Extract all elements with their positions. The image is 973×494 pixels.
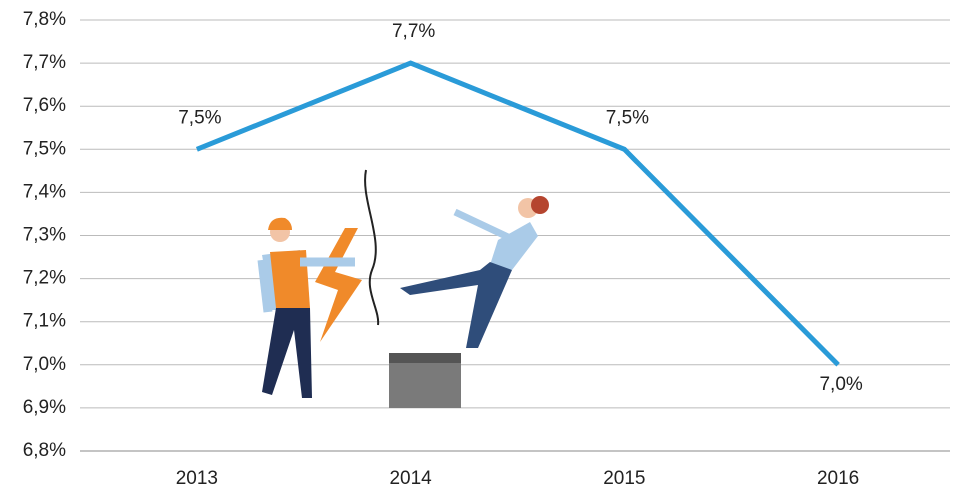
y-tick-label: 7,3% bbox=[23, 225, 66, 246]
worker-arm bbox=[262, 260, 268, 312]
x-tick-label: 2015 bbox=[603, 468, 645, 489]
x-tick-label: 2014 bbox=[389, 468, 432, 489]
value-label: 7,7% bbox=[392, 21, 435, 42]
y-tick-label: 7,4% bbox=[23, 181, 66, 202]
cable bbox=[365, 170, 378, 325]
lightning bbox=[315, 228, 362, 342]
y-tick-label: 7,8% bbox=[23, 9, 66, 30]
y-tick-label: 7,6% bbox=[23, 95, 66, 116]
y-tick-label: 7,5% bbox=[23, 138, 66, 159]
y-tick-label: 7,0% bbox=[23, 354, 66, 375]
helmet bbox=[268, 218, 292, 230]
y-tick-label: 7,1% bbox=[23, 311, 66, 332]
y-tick-label: 6,9% bbox=[23, 397, 66, 418]
x-tick-label: 2013 bbox=[176, 468, 218, 489]
y-tick-label: 6,8% bbox=[23, 440, 66, 461]
box-top bbox=[389, 353, 461, 363]
value-label: 7,5% bbox=[606, 107, 649, 128]
grid: 6,8% 6,9% 7,0% 7,1% 7,2% 7,3% 7,4% 7,5% 7,6% 7,7%… bbox=[23, 9, 950, 461]
y-tick-label: 7,7% bbox=[23, 52, 66, 73]
value-label: 7,5% bbox=[178, 107, 221, 128]
page: {"chart_data": {"type": "line", "categor… bbox=[0, 0, 973, 489]
x-tick-label: 2016 bbox=[817, 468, 859, 489]
value-label: 7,0% bbox=[819, 374, 862, 395]
y-tick-label: 7,2% bbox=[23, 268, 66, 289]
chart: 6,8% 6,9% 7,0% 7,1% 7,2% 7,3% 7,4% 7,5% 7,6% 7,7%… bbox=[0, 0, 973, 489]
woman-arm bbox=[455, 212, 510, 238]
woman-legs bbox=[400, 262, 512, 348]
illustration bbox=[262, 170, 549, 408]
hair bbox=[531, 196, 549, 214]
